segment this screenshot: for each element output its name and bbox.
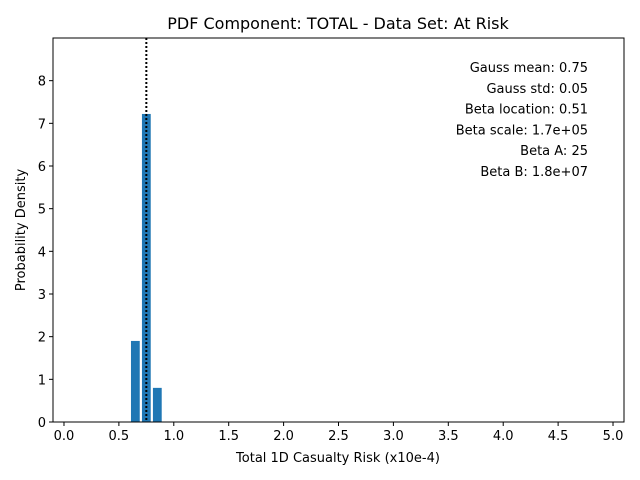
y-tick-label: 5 xyxy=(38,203,46,218)
y-tick-label: 7 xyxy=(38,117,46,132)
y-tick-label: 0 xyxy=(38,416,46,431)
y-tick-label: 6 xyxy=(38,160,46,175)
y-ticks: 0 1 2 3 4 5 6 7 8 xyxy=(38,75,53,431)
histogram-bar xyxy=(130,340,140,422)
annotation-text: Beta B: 1.8e+07 xyxy=(480,165,588,180)
x-tick-label: 3.5 xyxy=(438,429,459,444)
annotation-text: Beta scale: 1.7e+05 xyxy=(456,123,588,138)
x-tick-label: 5.0 xyxy=(603,429,624,444)
x-tick-label: 1.0 xyxy=(163,429,184,444)
y-axis-label: Probability Density xyxy=(14,169,29,292)
annotation-text: Beta A: 25 xyxy=(520,144,588,159)
x-tick-label: 0.0 xyxy=(54,429,75,444)
x-tick-label: 0.5 xyxy=(109,429,130,444)
x-tick-label: 3.0 xyxy=(383,429,404,444)
annotation-text: Beta location: 0.51 xyxy=(465,103,588,118)
histogram-bar xyxy=(152,387,162,422)
x-tick-label: 2.5 xyxy=(328,429,349,444)
annotation-text: Gauss std: 0.05 xyxy=(486,82,588,97)
x-ticks: 0.0 0.5 1.0 1.5 2.0 2.5 3.0 3.5 4.0 4.5 5.0 xyxy=(54,422,624,444)
chart-title: PDF Component: TOTAL - Data Set: At Risk xyxy=(167,14,509,33)
y-tick-label: 3 xyxy=(38,288,46,303)
annotations: Gauss mean: 0.75 Gauss std: 0.05 Beta loca… xyxy=(456,61,588,180)
y-tick-label: 2 xyxy=(38,331,46,346)
x-tick-label: 2.0 xyxy=(273,429,294,444)
y-tick-label: 8 xyxy=(38,75,46,90)
x-tick-label: 1.5 xyxy=(218,429,239,444)
annotation-text: Gauss mean: 0.75 xyxy=(470,61,588,76)
x-tick-label: 4.0 xyxy=(493,429,514,444)
x-axis-label: Total 1D Casualty Risk (x10e-4) xyxy=(235,451,440,466)
y-tick-label: 1 xyxy=(38,373,46,388)
x-tick-label: 4.5 xyxy=(548,429,569,444)
y-tick-label: 4 xyxy=(38,245,46,260)
